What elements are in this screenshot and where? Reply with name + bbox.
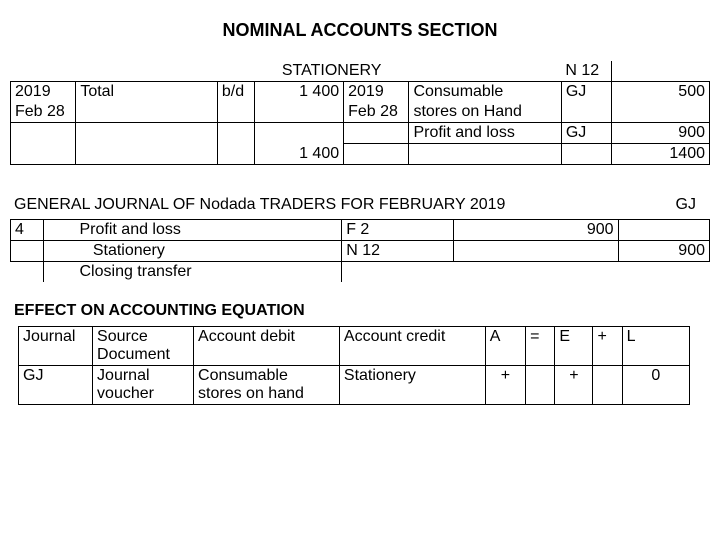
eq-h-journal: Journal [19, 327, 93, 366]
journal-day: 4 [11, 220, 44, 241]
eq-r-source: Journal voucher [93, 366, 194, 405]
ledger-credit-amount2: 900 [611, 123, 709, 144]
main-title: NOMINAL ACCOUNTS SECTION [10, 20, 710, 41]
ledger-credit-date: Feb 28 [344, 102, 409, 123]
ledger-debit-fol: b/d [217, 82, 254, 123]
equation-title: EFFECT ON ACCOUNTING EQUATION [14, 302, 710, 320]
ledger-credit-desc1b: stores on Hand [409, 102, 561, 123]
ledger-account-title: STATIONERY [254, 61, 409, 82]
ledger-credit-fol1: GJ [561, 82, 611, 123]
journal-title: GENERAL JOURNAL OF Nodada TRADERS FOR FE… [10, 195, 632, 215]
eq-r-l: 0 [622, 366, 689, 405]
journal-row1-debit: 900 [453, 220, 618, 241]
journal-table: 4 Profit and loss F 2 900 Stationery N 1… [10, 219, 710, 282]
journal-row2-desc: Stationery [76, 241, 342, 262]
ledger-debit-amount: 1 400 [254, 82, 343, 123]
journal-row3-desc: Closing transfer [76, 262, 342, 283]
eq-h-credit: Account credit [339, 327, 485, 366]
eq-r-credit: Stationery [339, 366, 485, 405]
equation-table: Journal Source Document Account debit Ac… [18, 326, 690, 405]
eq-h-eq: = [526, 327, 555, 366]
ledger-credit-desc2: Profit and loss [409, 123, 561, 144]
journal-title-row: GENERAL JOURNAL OF Nodada TRADERS FOR FE… [10, 195, 710, 215]
ledger-debit-year: 2019 [11, 82, 76, 103]
ledger-credit-total: 1400 [611, 144, 709, 165]
eq-r-e: + [555, 366, 593, 405]
ledger-credit-desc1a: Consumable [409, 82, 561, 103]
eq-r-a: + [485, 366, 525, 405]
eq-r-journal: GJ [19, 366, 93, 405]
eq-h-a: A [485, 327, 525, 366]
ledger-debit-total: 1 400 [254, 144, 343, 165]
eq-h-e: E [555, 327, 593, 366]
eq-h-debit: Account debit [194, 327, 340, 366]
ledger-debit-date: Feb 28 [11, 102, 76, 123]
journal-row2-fol: N 12 [342, 241, 454, 262]
journal-row1-fol: F 2 [342, 220, 454, 241]
ledger-account-code: N 12 [561, 61, 611, 82]
ledger-credit-fol2: GJ [561, 123, 611, 144]
journal-row2-credit: 900 [618, 241, 709, 262]
ledger-credit-amount1: 500 [611, 82, 709, 123]
ledger-credit-year: 2019 [344, 82, 409, 103]
eq-h-plus: + [593, 327, 622, 366]
eq-h-l: L [622, 327, 689, 366]
eq-r-debit: Consumable stores on hand [194, 366, 340, 405]
ledger-debit-desc: Total [76, 82, 218, 123]
eq-h-source: Source Document [93, 327, 194, 366]
journal-row1-desc: Profit and loss [76, 220, 342, 241]
journal-code: GJ [632, 195, 710, 215]
ledger-table: STATIONERY N 12 2019 Total b/d 1 400 201… [10, 61, 710, 165]
